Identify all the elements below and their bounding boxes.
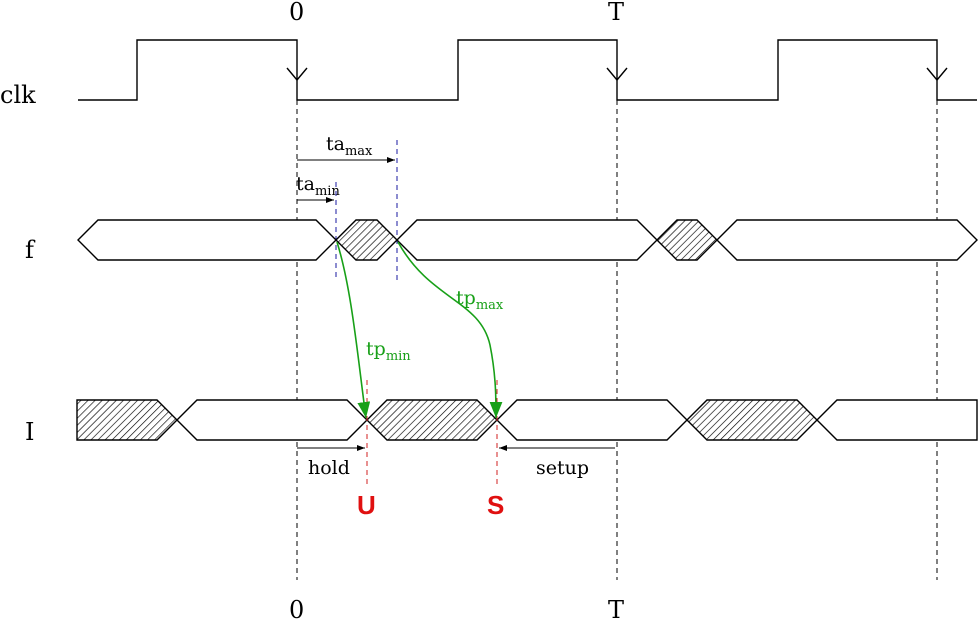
tp-max-label: tpmax bbox=[456, 287, 504, 313]
setup-label: setup bbox=[536, 457, 589, 479]
f-valid-segment bbox=[396, 219, 658, 261]
time-label-zero-top: 0 bbox=[289, 0, 304, 26]
f-transition-segment bbox=[656, 219, 718, 261]
time-label-period-top: T bbox=[608, 0, 624, 26]
signal-name-f: f bbox=[25, 236, 36, 264]
signal-name-i: I bbox=[25, 418, 34, 446]
ta-min-label: tamin bbox=[296, 173, 340, 199]
i-valid-segment bbox=[176, 399, 368, 441]
i-transition-segment bbox=[686, 399, 818, 441]
f-valid-segment bbox=[716, 219, 978, 261]
time-label-zero-bottom: 0 bbox=[289, 596, 304, 620]
i-valid-segment bbox=[496, 399, 688, 441]
time-label-period-bottom: T bbox=[608, 596, 624, 620]
clock-waveform bbox=[78, 39, 977, 101]
tp-min-curve bbox=[336, 241, 371, 419]
tp-min-label: tpmin bbox=[366, 338, 411, 364]
f-transition-segment bbox=[335, 219, 398, 261]
f-valid-segment bbox=[77, 219, 337, 261]
i-transition-segment bbox=[366, 399, 498, 441]
tp-max-curve bbox=[397, 241, 503, 419]
i-transition-segment bbox=[76, 399, 178, 441]
signal-name-clk: clk bbox=[0, 81, 36, 109]
clock-edge-arrow bbox=[606, 67, 628, 82]
i-valid-segment bbox=[816, 399, 978, 441]
clock-edge-arrow bbox=[926, 67, 948, 82]
marker-s: S bbox=[487, 490, 504, 520]
clock-edge-arrow bbox=[286, 67, 308, 82]
marker-u: U bbox=[357, 490, 376, 520]
hold-label: hold bbox=[308, 457, 350, 479]
ta-max-label: tamax bbox=[326, 133, 373, 159]
